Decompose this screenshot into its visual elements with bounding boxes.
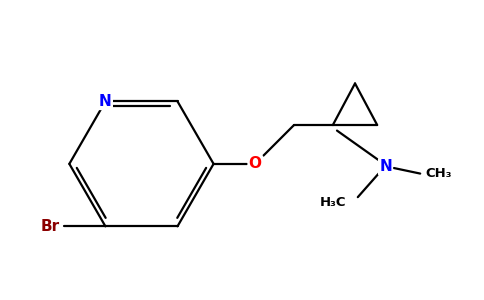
Text: N: N bbox=[379, 159, 392, 174]
Text: H₃C: H₃C bbox=[320, 196, 347, 209]
Text: Br: Br bbox=[40, 219, 60, 234]
Text: O: O bbox=[249, 156, 262, 171]
Text: CH₃: CH₃ bbox=[426, 167, 452, 180]
Text: N: N bbox=[99, 94, 112, 109]
